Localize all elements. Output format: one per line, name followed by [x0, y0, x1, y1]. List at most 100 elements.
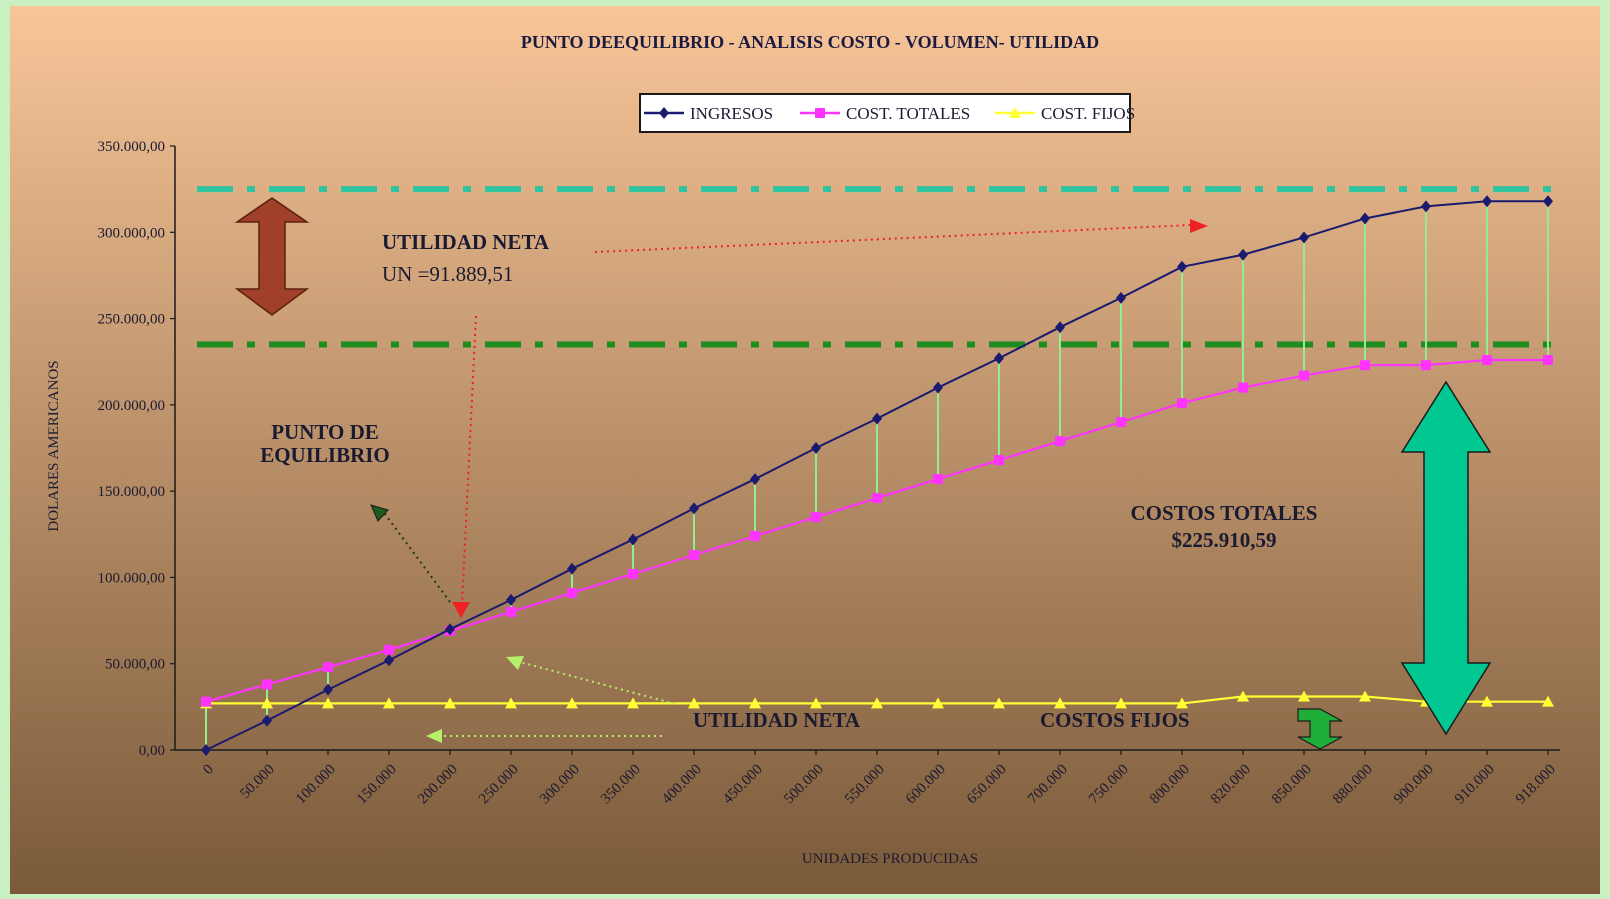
legend-label: COST. FIJOS	[1041, 104, 1135, 123]
data-point	[1482, 195, 1492, 208]
data-point	[810, 697, 822, 709]
legend-swatch-marker	[1009, 107, 1021, 118]
data-point	[384, 654, 394, 667]
punto-equilibrio-label-2: EQUILIBRIO	[260, 443, 390, 467]
y-tick-label: 50.000,00	[105, 657, 165, 673]
y-tick-label: 0,00	[139, 743, 165, 759]
utilidad-left-pointer-head	[426, 729, 442, 743]
data-point	[201, 744, 211, 756]
reference-lines	[197, 186, 1555, 348]
data-point	[1177, 260, 1187, 273]
data-point	[1299, 231, 1309, 244]
y-tick-label: 200.000,00	[98, 398, 166, 414]
data-point	[688, 697, 700, 709]
data-point	[323, 683, 333, 696]
utilidad-bottom-pointer-head	[506, 656, 524, 670]
y-tick-label: 250.000,00	[98, 312, 166, 328]
data-point	[1237, 690, 1249, 702]
data-point	[566, 697, 578, 709]
data-point	[628, 533, 638, 546]
legend-swatch-marker	[815, 108, 825, 118]
data-point	[1542, 695, 1554, 707]
data-point	[444, 697, 456, 709]
costos-totales-value: $225.910,59	[1172, 528, 1277, 552]
data-point	[627, 697, 639, 709]
legend-box	[639, 93, 1131, 133]
data-point	[628, 568, 638, 579]
data-point	[1543, 354, 1553, 365]
data-point	[872, 412, 882, 425]
un-value-label: UN =91.889,51	[382, 262, 513, 286]
data-point	[811, 442, 821, 454]
data-point	[932, 697, 944, 709]
series-layer	[200, 195, 1554, 756]
data-point	[872, 493, 882, 504]
data-point	[262, 714, 272, 727]
legend: INGRESOS COST. TOTALES COST. FIJOS	[639, 93, 1135, 133]
data-point	[749, 697, 761, 709]
data-point	[567, 562, 577, 575]
data-point	[750, 531, 760, 542]
data-point	[1360, 360, 1370, 371]
data-point	[994, 352, 1004, 365]
data-point	[384, 644, 394, 655]
y-axis-label: DOLARES AMERICANOS	[46, 360, 62, 531]
data-point	[750, 473, 760, 486]
series-0	[201, 195, 1553, 756]
legend-swatch-marker	[659, 107, 669, 119]
utilidad-pointer-line	[594, 224, 1191, 253]
data-point	[1115, 697, 1127, 709]
costos-totales-label: COSTOS TOTALES	[1131, 501, 1318, 525]
costos-totales-double-arrow	[1400, 380, 1492, 736]
drop-lines	[205, 201, 1549, 750]
y-tick-label: 100.000,00	[98, 570, 166, 586]
data-point	[262, 679, 272, 690]
utilidad-bottom-pointer-line	[519, 661, 676, 705]
annotations: UTILIDAD NETA UN =91.889,51 PUNTO DE EQU…	[234, 197, 1492, 750]
legend-label: INGRESOS	[690, 104, 773, 123]
data-point	[261, 697, 273, 709]
utilidad-neta-bottom-label: UTILIDAD NETA	[693, 708, 861, 732]
data-point	[1421, 360, 1431, 371]
x-axis-label: UNIDADES PRODUCIDAS	[802, 851, 978, 867]
equilibrio-pointer-head	[452, 602, 470, 618]
data-point	[201, 696, 211, 707]
legend-label: COST. TOTALES	[846, 104, 970, 123]
data-point	[1116, 417, 1126, 428]
costos-fijos-label: COSTOS FIJOS	[1040, 708, 1190, 732]
data-point	[1177, 398, 1187, 409]
chart-title: PUNTO DEEQUILIBRIO - ANALISIS COSTO - VO…	[521, 32, 1099, 52]
series-1	[201, 354, 1553, 707]
punto-pointer-head	[370, 504, 389, 522]
chart-canvas: PUNTO DEEQUILIBRIO - ANALISIS COSTO - VO…	[10, 6, 1600, 894]
data-point	[445, 623, 455, 636]
data-point	[1055, 436, 1065, 447]
data-point	[993, 697, 1005, 709]
data-point	[323, 662, 333, 673]
data-point	[1116, 291, 1126, 304]
utilidad-pointer-head	[1190, 219, 1208, 233]
data-point	[322, 697, 334, 709]
data-point	[933, 381, 943, 394]
data-point	[505, 697, 517, 709]
data-point	[1481, 695, 1493, 707]
data-point	[506, 606, 516, 617]
utilidad-double-arrow	[234, 197, 310, 316]
equilibrio-pointer-line	[461, 315, 477, 605]
data-point	[1298, 690, 1310, 702]
chart-frame: PUNTO DEEQUILIBRIO - ANALISIS COSTO - VO…	[10, 6, 1600, 894]
data-point	[1360, 212, 1370, 225]
data-point	[1482, 354, 1492, 365]
data-point	[1299, 370, 1309, 381]
data-point	[689, 502, 699, 515]
punto-equilibrio-label-1: PUNTO DE	[271, 420, 379, 444]
data-point	[1421, 200, 1431, 213]
punto-pointer-line	[384, 513, 451, 603]
data-point	[1054, 697, 1066, 709]
data-point	[1543, 195, 1553, 208]
data-point	[1176, 697, 1188, 709]
data-point	[994, 455, 1004, 466]
data-point	[567, 587, 577, 598]
data-point	[871, 697, 883, 709]
y-tick-label: 150.000,00	[98, 484, 166, 500]
